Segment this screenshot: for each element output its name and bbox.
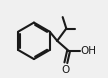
Text: OH: OH bbox=[80, 46, 96, 56]
Text: O: O bbox=[61, 65, 70, 75]
